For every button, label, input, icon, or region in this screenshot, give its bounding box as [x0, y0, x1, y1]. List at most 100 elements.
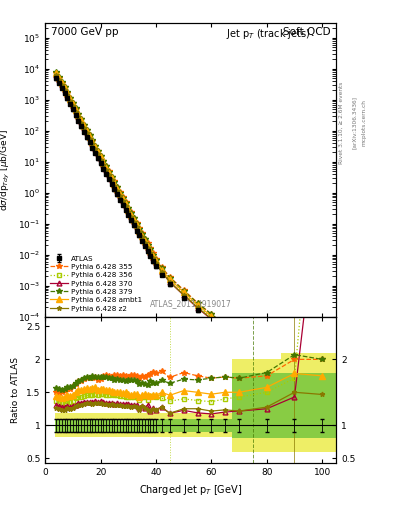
Pythia 6.428 ambt1 [126, 207, 130, 213]
Pythia 6.428 379 [129, 210, 133, 216]
Pythia 6.428 356 [118, 191, 122, 198]
Pythia 6.428 z2 [159, 269, 164, 275]
Pythia 6.428 379 [70, 100, 75, 106]
Pythia 6.428 356 [181, 290, 186, 296]
Pythia 6.428 356 [82, 124, 86, 130]
Pythia 6.428 ambt1 [98, 155, 103, 161]
Pythia 6.428 379 [237, 333, 241, 339]
Pythia 6.428 355 [181, 287, 186, 293]
Pythia 6.428 370 [57, 76, 61, 82]
Pythia 6.428 379 [223, 323, 228, 329]
Pythia 6.428 370 [181, 292, 186, 298]
Line: Pythia 6.428 z2: Pythia 6.428 z2 [54, 73, 325, 382]
Pythia 6.428 370 [107, 172, 111, 178]
Pythia 6.428 ambt1 [140, 232, 145, 239]
Pythia 6.428 379 [209, 311, 214, 317]
Pythia 6.428 355 [79, 116, 84, 122]
Pythia 6.428 z2 [126, 208, 130, 215]
Pythia 6.428 356 [264, 351, 269, 357]
Text: [arXiv:1306.3436]: [arXiv:1306.3436] [352, 96, 357, 150]
Pythia 6.428 370 [167, 279, 172, 285]
Pythia 6.428 379 [87, 132, 92, 138]
Pythia 6.428 370 [84, 130, 89, 136]
Pythia 6.428 ambt1 [82, 123, 86, 129]
Pythia 6.428 z2 [62, 87, 67, 93]
Pythia 6.428 ambt1 [132, 217, 136, 223]
Pythia 6.428 z2 [104, 167, 108, 173]
Pythia 6.428 355 [223, 323, 228, 329]
Pythia 6.428 379 [107, 168, 111, 175]
Pythia 6.428 356 [148, 248, 153, 254]
Pythia 6.428 355 [123, 199, 128, 205]
Pythia 6.428 379 [62, 84, 67, 90]
Pythia 6.428 379 [123, 200, 128, 206]
Pythia 6.428 379 [126, 205, 130, 211]
Pythia 6.428 379 [104, 163, 108, 169]
Pythia 6.428 379 [195, 300, 200, 306]
Pythia 6.428 379 [159, 265, 164, 271]
Pythia 6.428 ambt1 [209, 313, 214, 319]
Pythia 6.428 z2 [223, 327, 228, 333]
Pythia 6.428 379 [145, 242, 150, 248]
Pythia 6.428 379 [95, 148, 100, 154]
Pythia 6.428 356 [120, 197, 125, 203]
Pythia 6.428 379 [320, 373, 325, 379]
Pythia 6.428 356 [145, 244, 150, 250]
Pythia 6.428 z2 [68, 98, 72, 104]
Pythia 6.428 355 [82, 121, 86, 127]
Pythia 6.428 370 [95, 151, 100, 157]
Pythia 6.428 356 [109, 176, 114, 182]
Pythia 6.428 ambt1 [129, 212, 133, 218]
Pythia 6.428 ambt1 [70, 101, 75, 108]
Pythia 6.428 ambt1 [79, 117, 84, 123]
Pythia 6.428 355 [126, 204, 130, 210]
Pythia 6.428 370 [82, 124, 86, 131]
Pythia 6.428 356 [65, 91, 70, 97]
Pythia 6.428 355 [120, 194, 125, 200]
Pythia 6.428 379 [134, 221, 139, 227]
X-axis label: Charged Jet p$_T$ [GeV]: Charged Jet p$_T$ [GeV] [139, 483, 242, 497]
Pythia 6.428 z2 [93, 146, 97, 152]
Pythia 6.428 ambt1 [151, 253, 156, 259]
Text: 7000 GeV pp: 7000 GeV pp [51, 28, 119, 37]
Pythia 6.428 356 [107, 170, 111, 177]
Pythia 6.428 z2 [87, 136, 92, 142]
Pythia 6.428 z2 [65, 92, 70, 98]
Pythia 6.428 z2 [148, 250, 153, 257]
Pythia 6.428 356 [76, 113, 81, 119]
Pythia 6.428 ambt1 [137, 227, 142, 233]
Pythia 6.428 z2 [143, 240, 147, 246]
Pythia 6.428 355 [115, 184, 119, 190]
Pythia 6.428 355 [101, 158, 106, 164]
Pythia 6.428 ambt1 [120, 196, 125, 202]
Pythia 6.428 355 [62, 84, 67, 91]
Pythia 6.428 355 [107, 168, 111, 175]
Pythia 6.428 379 [54, 69, 59, 75]
Pythia 6.428 z2 [73, 109, 78, 115]
Pythia 6.428 355 [68, 95, 72, 101]
Pythia 6.428 ambt1 [115, 186, 119, 192]
Pythia 6.428 379 [98, 153, 103, 159]
Pythia 6.428 z2 [209, 316, 214, 322]
Pythia 6.428 z2 [101, 162, 106, 168]
Pythia 6.428 356 [62, 86, 67, 92]
Pythia 6.428 356 [223, 325, 228, 331]
Pythia 6.428 356 [101, 160, 106, 166]
Pythia 6.428 356 [79, 118, 84, 124]
Pythia 6.428 370 [79, 119, 84, 125]
Pythia 6.428 370 [76, 114, 81, 120]
Text: mcplots.cern.ch: mcplots.cern.ch [362, 99, 367, 146]
Pythia 6.428 370 [65, 92, 70, 98]
Pythia 6.428 z2 [90, 141, 95, 147]
Pythia 6.428 355 [320, 373, 325, 379]
Pythia 6.428 370 [62, 87, 67, 93]
Pythia 6.428 379 [79, 116, 84, 122]
Pythia 6.428 355 [151, 250, 156, 257]
Pythia 6.428 356 [93, 145, 97, 151]
Pythia 6.428 370 [159, 269, 164, 275]
Pythia 6.428 ambt1 [148, 248, 153, 254]
Pythia 6.428 ambt1 [109, 175, 114, 181]
Pythia 6.428 ambt1 [112, 181, 117, 187]
Pythia 6.428 370 [98, 156, 103, 162]
Pythia 6.428 379 [132, 216, 136, 222]
